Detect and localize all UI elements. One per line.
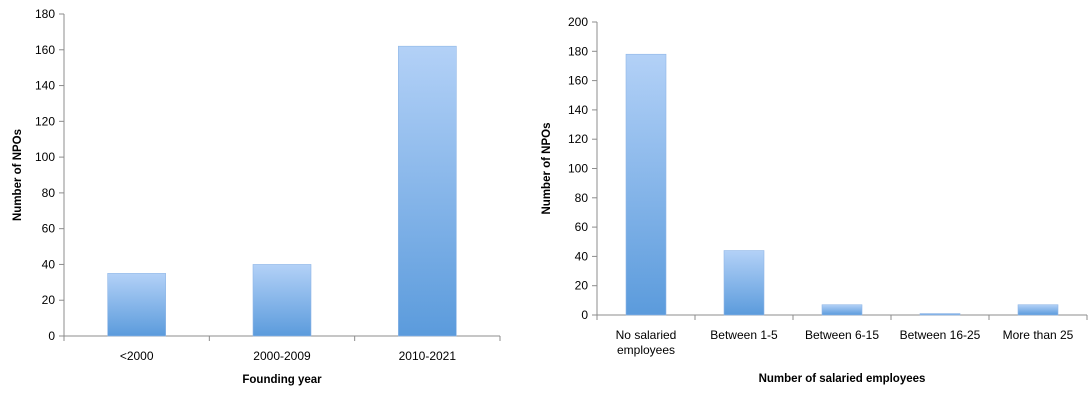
x-tick-label: No salaried employees: [616, 328, 677, 357]
founding-year-chart: 0 20 40 60 80 100 120 140 160 180 <2000 2000-2009 20…: [12, 7, 501, 386]
bar: [625, 53, 667, 316]
x-tick-label: 2010-2021: [399, 349, 457, 363]
y-tick-label: 180: [568, 44, 588, 58]
bar: [252, 264, 312, 337]
y-tick-label: 60: [42, 222, 56, 236]
y-tick-label: 140: [35, 79, 55, 93]
x-tick-label: Between 16-25: [900, 328, 981, 342]
x-axis-title: Number of salaried employees: [759, 373, 926, 385]
x-tick-label-line: Between 6-15: [805, 328, 879, 342]
y-tick-label: 180: [35, 7, 55, 21]
x-tick-label-line: <2000: [120, 349, 154, 363]
y-tick-label: 20: [42, 293, 56, 307]
y-tick-label: 100: [35, 150, 55, 164]
y-tick-label: 160: [568, 74, 588, 88]
x-tick-label-line: employees: [617, 343, 675, 357]
x-tick-label-line: Between 16-25: [900, 328, 981, 342]
y-tick-label: 200: [568, 15, 588, 29]
y-tick-label: 120: [35, 114, 55, 128]
x-tick-label-line: Between 1-5: [710, 328, 778, 342]
y-tick-label: 20: [575, 279, 589, 293]
bar: [821, 304, 863, 316]
y-tick-label: 40: [42, 257, 56, 271]
y-tick-label: 100: [568, 162, 588, 176]
y-tick-label: 160: [35, 43, 55, 57]
x-tick-label: 2000-2009: [253, 349, 311, 363]
y-tick-label: 80: [42, 186, 56, 200]
y-tick-label: 40: [575, 249, 589, 263]
y-axis-title: Number of NPOs: [541, 122, 553, 214]
y-tick-label: 0: [48, 329, 55, 343]
y-tick-label: 80: [575, 191, 589, 205]
x-tick-label: Between 1-5: [710, 328, 778, 342]
y-axis-title: Number of NPOs: [12, 129, 24, 221]
x-tick-label-line: No salaried: [616, 328, 677, 342]
x-tick-label: Between 6-15: [805, 328, 879, 342]
x-tick-label: More than 25: [1003, 328, 1074, 342]
y-tick-label: 120: [568, 132, 588, 146]
x-axis-title: Founding year: [242, 374, 322, 386]
y-tick-label: 0: [581, 308, 588, 322]
x-tick-label-line: 2000-2009: [253, 349, 311, 363]
bar: [1017, 304, 1059, 316]
x-tick-label: <2000: [120, 349, 154, 363]
y-tick-label: 140: [568, 103, 588, 117]
salaried-employees-chart: 0 20 40 60 80 100 120 140 160 180 200 No salaried em…: [541, 15, 1088, 385]
bar: [723, 250, 765, 316]
bar: [398, 45, 457, 337]
y-tick-label: 60: [575, 220, 589, 234]
bar: [107, 273, 166, 337]
x-tick-label-line: 2010-2021: [399, 349, 457, 363]
bar: [919, 313, 961, 316]
x-tick-label-line: More than 25: [1003, 328, 1074, 342]
